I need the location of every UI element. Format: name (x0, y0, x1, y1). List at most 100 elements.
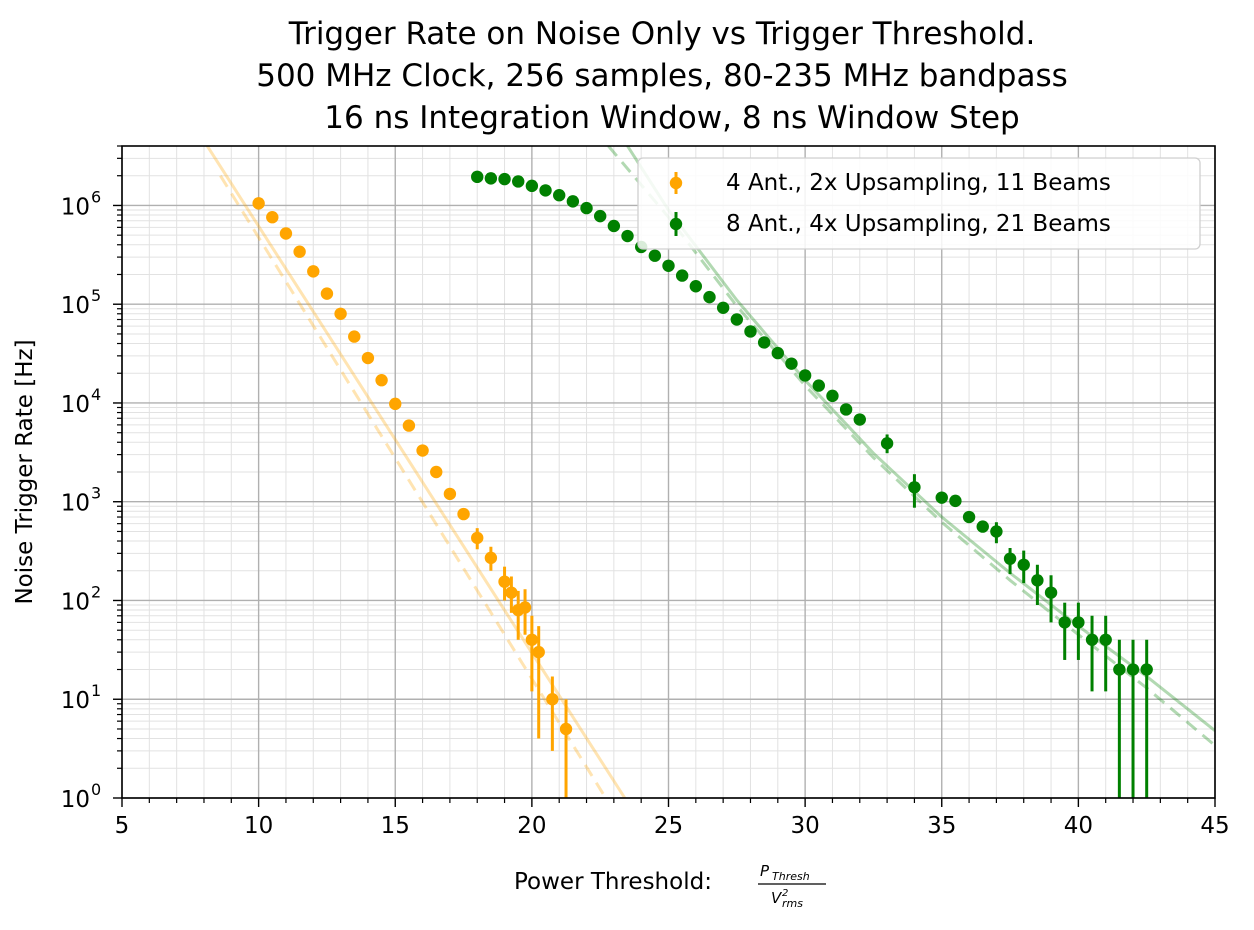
x-tick-label: 25 (654, 813, 683, 839)
data-point-series-2 (730, 313, 744, 326)
y-tick-label: 10 (61, 194, 90, 220)
data-point-series-2 (935, 491, 948, 504)
y-tick-label: 10 (61, 392, 90, 418)
data-points (252, 170, 1153, 798)
y-tick-label-exponent: 5 (91, 286, 101, 305)
data-point-series-2 (785, 357, 798, 370)
data-point-series-2 (580, 201, 593, 215)
data-point-series-1 (471, 531, 484, 545)
data-point-series-2 (757, 336, 771, 349)
legend: 4 Ant., 2x Upsampling, 11 Beams 8 Ant., … (637, 157, 1201, 250)
fraction-denominator-subscript: rms (782, 897, 803, 910)
data-point-series-1 (546, 693, 559, 706)
x-tick-label: 10 (244, 813, 273, 839)
data-point-series-1 (505, 586, 518, 599)
data-point-series-2 (1044, 586, 1058, 599)
x-tick-label: 45 (1200, 813, 1229, 839)
fit-line-solid-series-2 (626, 146, 1215, 732)
x-axis-label-prefix: Power Threshold: (514, 869, 712, 895)
x-tick-label: 40 (1064, 813, 1093, 839)
data-point-series-1 (457, 507, 470, 521)
data-point-series-2 (675, 269, 689, 282)
data-point-series-2 (498, 172, 511, 186)
data-point-series-1 (293, 245, 306, 258)
data-point-series-2 (648, 249, 662, 262)
data-point-series-2 (1017, 558, 1030, 571)
chart-subtitle-line-2: 16 ns Integration Window, 8 ns Window St… (324, 100, 1019, 136)
data-point-series-1 (252, 197, 265, 210)
fraction-numerator: P (760, 862, 770, 880)
data-point-series-1 (375, 374, 388, 387)
data-point-series-2 (471, 170, 484, 184)
data-point-series-2 (539, 184, 552, 197)
y-tick-label: 10 (61, 491, 90, 517)
chart-subtitle-line-1: 500 MHz Clock, 256 samples, 80-235 MHz b… (256, 58, 1068, 94)
fit-line-dashed-series-1 (219, 174, 607, 798)
data-point-series-1 (348, 330, 361, 343)
data-point-series-1 (389, 397, 402, 411)
data-point-series-2 (962, 510, 976, 524)
data-point-series-2 (689, 280, 703, 293)
y-tick-label-exponent: 3 (91, 484, 101, 503)
data-point-series-2 (662, 259, 675, 272)
legend-box (637, 157, 1201, 250)
data-point-series-2 (1099, 633, 1112, 646)
chart-title: Trigger Rate on Noise Only vs Trigger Th… (288, 16, 1036, 52)
x-tick-label: 20 (517, 813, 546, 839)
legend-marker-series-2 (669, 212, 683, 236)
x-tick-label: 15 (381, 813, 410, 839)
legend-label-series-2: 8 Ant., 4x Upsampling, 21 Beams (726, 211, 1111, 237)
data-point-series-1 (361, 351, 375, 365)
data-point-series-1 (416, 444, 429, 457)
fraction-denominator: V (771, 889, 783, 907)
data-point-series-2 (593, 209, 607, 223)
data-point-series-2 (949, 494, 962, 508)
x-axis-label-fraction: P Thresh V 2 rms (758, 862, 826, 910)
data-point-series-1 (430, 465, 443, 479)
fit-line-solid-series-1 (205, 146, 627, 798)
data-point-series-1 (279, 227, 293, 240)
x-axis-label: Power Threshold: P Thresh V 2 rms (514, 862, 826, 910)
y-tick-label-exponent: 2 (91, 582, 101, 601)
data-point-series-2 (839, 403, 853, 416)
y-tick-label-exponent: 4 (91, 385, 101, 404)
data-point-series-2 (908, 481, 921, 494)
data-point-series-2 (1072, 616, 1085, 629)
data-point-series-1 (484, 551, 498, 565)
fraction-denominator-superscript: 2 (782, 888, 788, 899)
data-point-series-2 (525, 179, 539, 193)
data-point-series-1 (402, 419, 416, 432)
data-point-series-2 (1085, 633, 1099, 646)
data-point-series-2 (798, 369, 812, 382)
data-point-series-1 (307, 265, 320, 278)
y-axis-label: Noise Trigger Rate [Hz] (12, 339, 38, 604)
data-point-series-1 (266, 211, 279, 224)
data-point-series-2 (853, 413, 866, 426)
y-tick-label: 10 (61, 787, 90, 813)
data-point-series-2 (716, 301, 730, 314)
data-point-series-2 (812, 379, 825, 392)
data-point-series-2 (484, 172, 498, 185)
data-point-series-2 (1058, 616, 1071, 629)
data-point-series-1 (334, 307, 347, 320)
data-point-series-2 (1031, 574, 1044, 587)
data-point-series-2 (553, 189, 566, 202)
legend-label-series-1: 4 Ant., 2x Upsampling, 11 Beams (726, 170, 1111, 196)
data-point-series-1 (518, 601, 532, 614)
data-point-series-1 (525, 633, 539, 646)
fit-lines (205, 146, 1215, 798)
data-point-series-2 (607, 219, 621, 233)
y-tick-label: 10 (61, 688, 90, 714)
data-point-series-2 (826, 389, 839, 403)
data-point-series-1 (320, 287, 334, 300)
y-tick-label-exponent: 0 (91, 780, 101, 799)
x-tick-label: 35 (927, 813, 956, 839)
data-point-series-2 (621, 229, 634, 243)
data-point-series-2 (744, 325, 757, 338)
fraction-numerator-subscript: Thresh (772, 870, 810, 883)
data-point-series-2 (703, 290, 716, 304)
data-point-series-2 (976, 520, 989, 533)
